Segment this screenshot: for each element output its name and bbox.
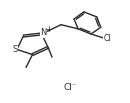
Text: Cl: Cl (63, 83, 72, 92)
Text: ⁻: ⁻ (71, 81, 76, 90)
Text: S: S (12, 45, 18, 54)
Text: N: N (40, 28, 47, 37)
Text: Cl: Cl (103, 34, 111, 43)
Text: +: + (45, 25, 52, 34)
